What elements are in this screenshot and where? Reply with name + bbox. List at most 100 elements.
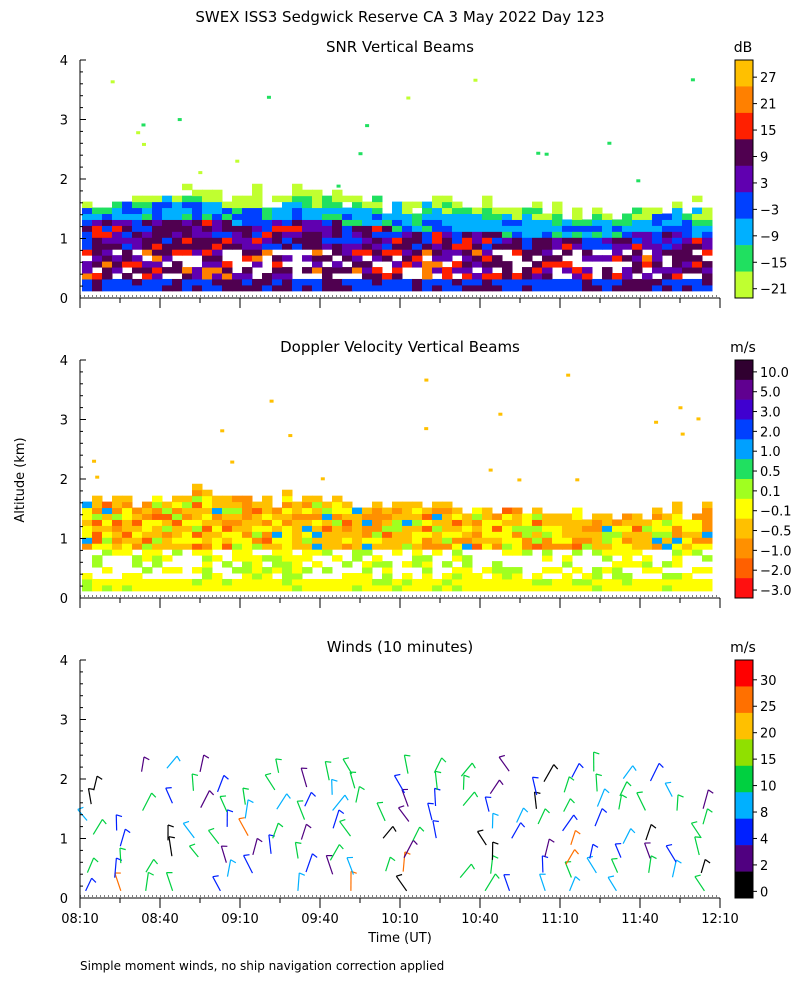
heatmap-cell [222, 584, 233, 592]
heatmap-cell [612, 231, 623, 238]
heatmap-cell [382, 561, 393, 568]
heatmap-cell [582, 267, 593, 274]
heatmap-cell [302, 243, 313, 250]
wind-barb-flag [650, 855, 657, 860]
winds-colorbar-units: m/s [730, 640, 756, 656]
heatmap-cell [102, 549, 113, 556]
heatmap-cell [382, 219, 393, 226]
heatmap-cell [282, 213, 293, 220]
heatmap-cell [242, 507, 253, 515]
heatmap-cell [372, 555, 383, 562]
wind-barb [401, 789, 409, 807]
heatmap-cell [222, 578, 233, 586]
colorbar-label: −0.5 [760, 525, 792, 540]
heatmap-cell [92, 249, 103, 256]
heatmap-cell [512, 225, 523, 232]
heatmap-cell [522, 519, 533, 526]
heatmap-cell [110, 80, 115, 84]
heatmap-cell [292, 189, 303, 197]
wind-barb-flag [568, 776, 575, 781]
heatmap-cell [242, 525, 253, 532]
heatmap-cell [662, 278, 673, 286]
heatmap-cell [192, 489, 203, 497]
heatmap-cell [352, 249, 363, 256]
heatmap-cell [302, 537, 313, 544]
heatmap-cell [102, 213, 113, 220]
heatmap-cell [532, 219, 543, 226]
heatmap-cell [522, 207, 533, 215]
heatmap-cell [82, 584, 93, 592]
heatmap-cell [182, 207, 193, 215]
heatmap-cell [102, 243, 113, 250]
heatmap-cell [112, 255, 123, 262]
heatmap-cell [462, 543, 473, 550]
heatmap-cell [122, 284, 133, 292]
heatmap-cell [362, 578, 373, 586]
wind-barb-flag [573, 814, 578, 821]
heatmap-cell [272, 519, 283, 526]
heatmap-cell [352, 278, 363, 286]
heatmap-cell [302, 278, 313, 286]
heatmap-cell [592, 578, 603, 586]
heatmap-cell [92, 225, 103, 232]
heatmap-cell [682, 278, 693, 286]
heatmap-cell [142, 195, 153, 203]
heatmap-cell [542, 231, 553, 238]
heatmap-cell [372, 267, 383, 274]
heatmap-cell [282, 555, 293, 562]
heatmap-cell [102, 267, 113, 274]
wind-barb-flag [593, 751, 600, 755]
heatmap-cell [382, 584, 393, 592]
heatmap-cell [302, 555, 313, 562]
heatmap-cell [602, 549, 613, 556]
wind-barb-flag [277, 822, 284, 828]
heatmap-cell [502, 243, 513, 250]
colorbar-segment [735, 112, 753, 140]
heatmap-cell [502, 237, 513, 244]
heatmap-cell [82, 267, 93, 274]
heatmap-cell [672, 231, 683, 238]
wind-barb [355, 786, 360, 803]
heatmap-cell [182, 284, 193, 292]
heatmap-cell [222, 501, 233, 509]
colorbar-label: 0.1 [760, 485, 781, 500]
heatmap-cell [142, 249, 153, 256]
heatmap-cell [462, 231, 473, 238]
heatmap-cell [122, 578, 133, 586]
heatmap-cell [517, 478, 522, 482]
heatmap-cell [412, 584, 423, 592]
heatmap-cell [92, 584, 103, 592]
heatmap-cell [442, 561, 453, 568]
heatmap-cell [672, 201, 683, 209]
heatmap-cell [602, 537, 613, 544]
wind-barb-flag [167, 824, 174, 828]
heatmap-cell [272, 555, 283, 562]
heatmap-cell [672, 207, 683, 215]
heatmap-cell [272, 237, 283, 244]
heatmap-cell [652, 225, 663, 232]
heatmap-cell [182, 183, 193, 191]
heatmap-cell [522, 219, 533, 226]
heatmap-cell [142, 584, 153, 592]
heatmap-cell [473, 78, 478, 82]
heatmap-cell [322, 284, 333, 292]
heatmap-cell [498, 412, 503, 416]
heatmap-cell [512, 278, 523, 286]
heatmap-cell [352, 225, 363, 232]
wind-barb-flag [463, 774, 470, 778]
heatmap-cell [242, 207, 253, 215]
heatmap-cell [362, 507, 373, 515]
heatmap-cell [332, 231, 343, 238]
heatmap-cell [202, 219, 213, 226]
heatmap-cell [332, 501, 343, 509]
colorbar-segment [735, 245, 753, 272]
colorbar-segment [735, 165, 753, 193]
heatmap-cell [122, 243, 133, 250]
heatmap-cell [672, 213, 683, 220]
wind-barb [376, 802, 386, 822]
heatmap-cell [592, 207, 603, 215]
heatmap-cell [702, 578, 713, 586]
y-tick-label: 0 [60, 892, 68, 907]
heatmap-cell [522, 284, 533, 292]
